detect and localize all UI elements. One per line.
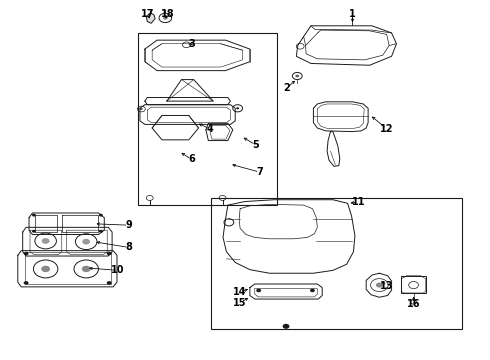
Circle shape [82,239,90,244]
Circle shape [107,281,112,285]
Text: 5: 5 [252,140,259,150]
Text: 12: 12 [380,124,393,134]
Text: 9: 9 [125,220,132,230]
Polygon shape [147,13,155,23]
Text: 10: 10 [111,265,125,275]
Bar [401,276,426,293]
Circle shape [41,266,50,272]
Circle shape [236,107,239,109]
Circle shape [376,283,383,288]
Text: 2: 2 [283,83,290,93]
Circle shape [107,252,112,255]
Text: 8: 8 [125,242,132,252]
Circle shape [24,252,28,255]
Text: 6: 6 [188,154,195,164]
Text: 14: 14 [233,287,247,297]
Text: 3: 3 [188,39,195,49]
Text: 18: 18 [161,9,174,19]
Circle shape [283,324,290,329]
Text: 16: 16 [407,299,420,309]
Text: 4: 4 [206,124,213,134]
Circle shape [140,108,143,110]
Circle shape [295,75,299,77]
Circle shape [32,214,36,217]
Circle shape [32,230,36,233]
Circle shape [163,16,168,20]
Text: 11: 11 [352,197,365,207]
Text: 15: 15 [233,298,247,308]
Circle shape [310,289,315,292]
Bar [211,198,463,329]
Text: 17: 17 [141,9,154,19]
Circle shape [99,230,103,233]
Bar [138,33,277,205]
Circle shape [42,238,49,244]
Circle shape [256,289,261,292]
Text: 13: 13 [380,281,393,291]
Circle shape [24,281,28,285]
Circle shape [99,214,103,217]
Text: 7: 7 [256,167,263,177]
Circle shape [82,266,91,272]
Text: 1: 1 [349,9,356,19]
